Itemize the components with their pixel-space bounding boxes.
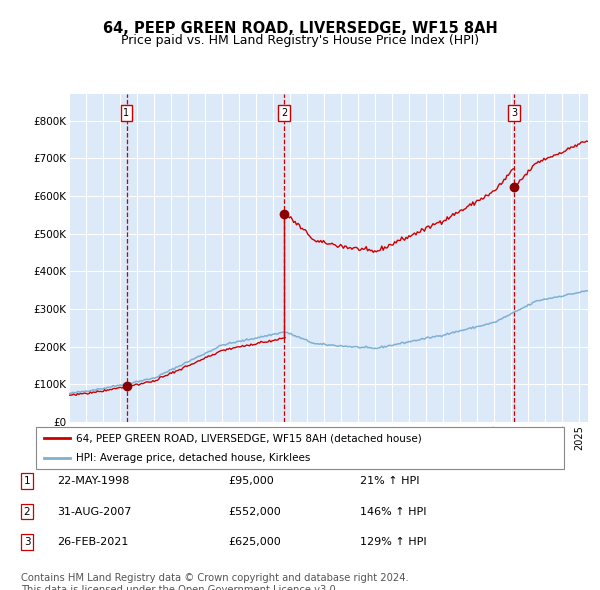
Text: 2: 2 [23,507,31,516]
Text: 1: 1 [124,108,130,118]
Text: 31-AUG-2007: 31-AUG-2007 [57,507,131,516]
Text: 64, PEEP GREEN ROAD, LIVERSEDGE, WF15 8AH (detached house): 64, PEEP GREEN ROAD, LIVERSEDGE, WF15 8A… [76,433,421,443]
Text: 3: 3 [23,537,31,547]
Text: 26-FEB-2021: 26-FEB-2021 [57,537,128,547]
Text: 146% ↑ HPI: 146% ↑ HPI [360,507,427,516]
Text: Contains HM Land Registry data © Crown copyright and database right 2024.
This d: Contains HM Land Registry data © Crown c… [21,573,409,590]
Text: 64, PEEP GREEN ROAD, LIVERSEDGE, WF15 8AH: 64, PEEP GREEN ROAD, LIVERSEDGE, WF15 8A… [103,21,497,35]
Text: 129% ↑ HPI: 129% ↑ HPI [360,537,427,547]
Text: £552,000: £552,000 [228,507,281,516]
Text: HPI: Average price, detached house, Kirklees: HPI: Average price, detached house, Kirk… [76,453,310,463]
Text: £625,000: £625,000 [228,537,281,547]
Text: 3: 3 [511,108,517,118]
FancyBboxPatch shape [36,427,564,469]
Text: Price paid vs. HM Land Registry's House Price Index (HPI): Price paid vs. HM Land Registry's House … [121,34,479,47]
Text: 22-MAY-1998: 22-MAY-1998 [57,476,130,486]
Text: 1: 1 [23,476,31,486]
Text: 2: 2 [281,108,287,118]
Text: 21% ↑ HPI: 21% ↑ HPI [360,476,419,486]
Text: £95,000: £95,000 [228,476,274,486]
